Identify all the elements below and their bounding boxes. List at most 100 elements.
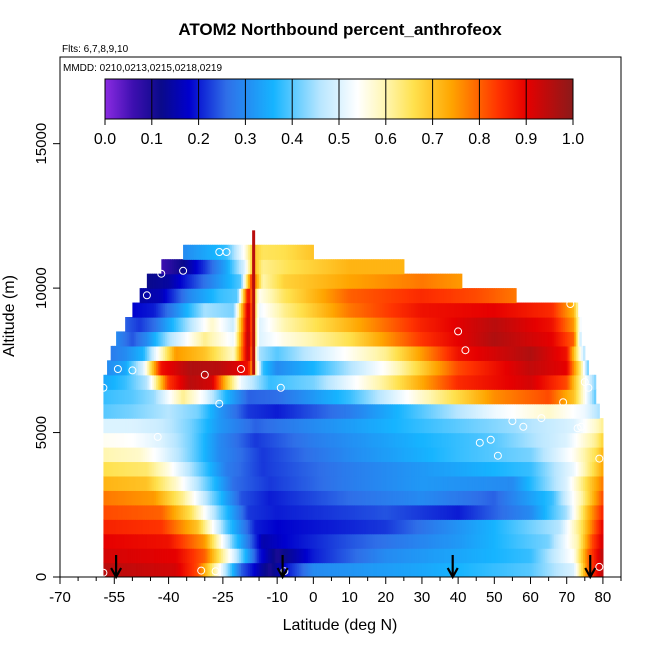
heatmap-cell xyxy=(277,418,280,434)
heatmap-cell xyxy=(461,504,465,520)
heatmap-cell xyxy=(204,490,208,506)
heatmap-cell xyxy=(210,447,213,463)
heatmap-cell xyxy=(152,418,155,434)
heatmap-cell xyxy=(141,360,144,376)
heatmap-cell xyxy=(380,490,383,506)
heatmap-cell xyxy=(228,519,231,535)
heatmap-cell xyxy=(597,461,600,477)
heatmap-cell xyxy=(530,475,533,491)
heatmap-cell xyxy=(297,317,300,333)
heatmap-cell xyxy=(530,331,533,347)
heatmap-cell xyxy=(195,533,199,549)
heatmap-cell xyxy=(414,403,418,419)
heatmap-cell xyxy=(568,447,571,463)
heatmap-cell xyxy=(501,504,504,520)
heatmap-cell xyxy=(277,432,280,448)
heatmap-cell xyxy=(110,345,114,361)
heatmap-cell xyxy=(412,475,416,491)
heatmap-cell xyxy=(275,374,278,390)
heatmap-cell xyxy=(440,504,443,520)
heatmap-cell xyxy=(514,504,517,520)
heatmap-cell xyxy=(297,432,300,448)
heatmap-cell xyxy=(195,490,199,506)
heatmap-cell xyxy=(365,475,369,491)
heatmap-cell xyxy=(584,432,588,448)
heatmap-cell xyxy=(539,432,542,448)
heatmap-cell xyxy=(443,548,447,564)
heatmap-cell xyxy=(168,533,171,549)
heatmap-cell xyxy=(403,461,407,477)
heatmap-cell xyxy=(119,533,123,549)
heatmap-cell xyxy=(195,504,199,520)
heatmap-cell xyxy=(271,490,275,506)
heatmap-cell xyxy=(421,447,425,463)
heatmap-cell xyxy=(278,519,282,535)
heatmap-cell xyxy=(300,403,304,419)
heatmap-cell xyxy=(458,389,461,405)
heatmap-cell xyxy=(199,562,202,577)
heatmap-cell xyxy=(193,345,197,361)
heatmap-cell xyxy=(420,475,423,491)
heatmap-cell xyxy=(383,317,387,333)
heatmap-cell xyxy=(459,317,463,333)
heatmap-cell xyxy=(148,403,152,419)
heatmap-cell xyxy=(554,562,557,577)
heatmap-cell xyxy=(309,331,313,347)
heatmap-cell xyxy=(601,548,604,564)
heatmap-cell xyxy=(568,475,571,491)
heatmap-cell xyxy=(459,360,463,376)
heatmap-cell xyxy=(213,360,217,376)
heatmap-cell xyxy=(425,360,428,376)
heatmap-cell xyxy=(121,475,124,491)
heatmap-cell xyxy=(398,475,401,491)
heatmap-cell xyxy=(400,447,403,463)
heatmap-cell xyxy=(570,418,573,434)
heatmap-cell xyxy=(222,418,226,434)
heatmap-cell xyxy=(535,548,539,564)
heatmap-cell xyxy=(563,360,566,376)
heatmap-cell xyxy=(474,432,477,448)
heatmap-cell xyxy=(541,317,544,333)
heatmap-cell xyxy=(351,432,354,448)
heatmap-cell xyxy=(103,519,106,535)
heatmap-cell xyxy=(233,360,237,376)
heatmap-cell xyxy=(262,389,266,405)
heatmap-cell xyxy=(228,475,231,491)
heatmap-cell xyxy=(436,562,439,577)
heatmap-cell xyxy=(273,562,276,577)
heatmap-cell xyxy=(544,562,548,577)
heatmap-cell xyxy=(440,562,443,577)
heatmap-cell xyxy=(508,490,512,506)
heatmap-cell xyxy=(592,461,595,477)
heatmap-cell xyxy=(306,447,309,463)
heatmap-cell xyxy=(320,331,323,347)
heatmap-cell xyxy=(246,475,249,491)
heatmap-cell xyxy=(333,519,336,535)
heatmap-cell xyxy=(535,374,539,390)
heatmap-cell xyxy=(277,374,280,390)
heatmap-cell xyxy=(474,562,477,577)
heatmap-cell xyxy=(402,504,405,520)
heatmap-cell xyxy=(541,331,544,347)
heatmap-cell xyxy=(233,389,237,405)
heatmap-cell xyxy=(557,418,561,434)
heatmap-cell xyxy=(112,360,115,376)
heatmap-cell xyxy=(311,461,314,477)
heatmap-cell xyxy=(152,432,155,448)
heatmap-cell xyxy=(161,302,164,318)
heatmap-cell xyxy=(514,461,517,477)
heatmap-cell xyxy=(494,548,497,564)
heatmap-cell xyxy=(577,345,580,361)
heatmap-cell xyxy=(570,490,573,506)
heatmap-cell xyxy=(297,562,300,577)
heatmap-cell xyxy=(150,374,153,390)
heatmap-cell xyxy=(154,475,157,491)
heatmap-cell xyxy=(277,533,280,549)
heatmap-cell xyxy=(309,475,313,491)
heatmap-cell xyxy=(311,389,314,405)
heatmap-cell xyxy=(333,548,336,564)
heatmap-cell xyxy=(125,432,128,448)
heatmap-cell xyxy=(136,302,139,318)
heatmap-cell xyxy=(423,519,427,535)
heatmap-cell xyxy=(331,418,334,434)
